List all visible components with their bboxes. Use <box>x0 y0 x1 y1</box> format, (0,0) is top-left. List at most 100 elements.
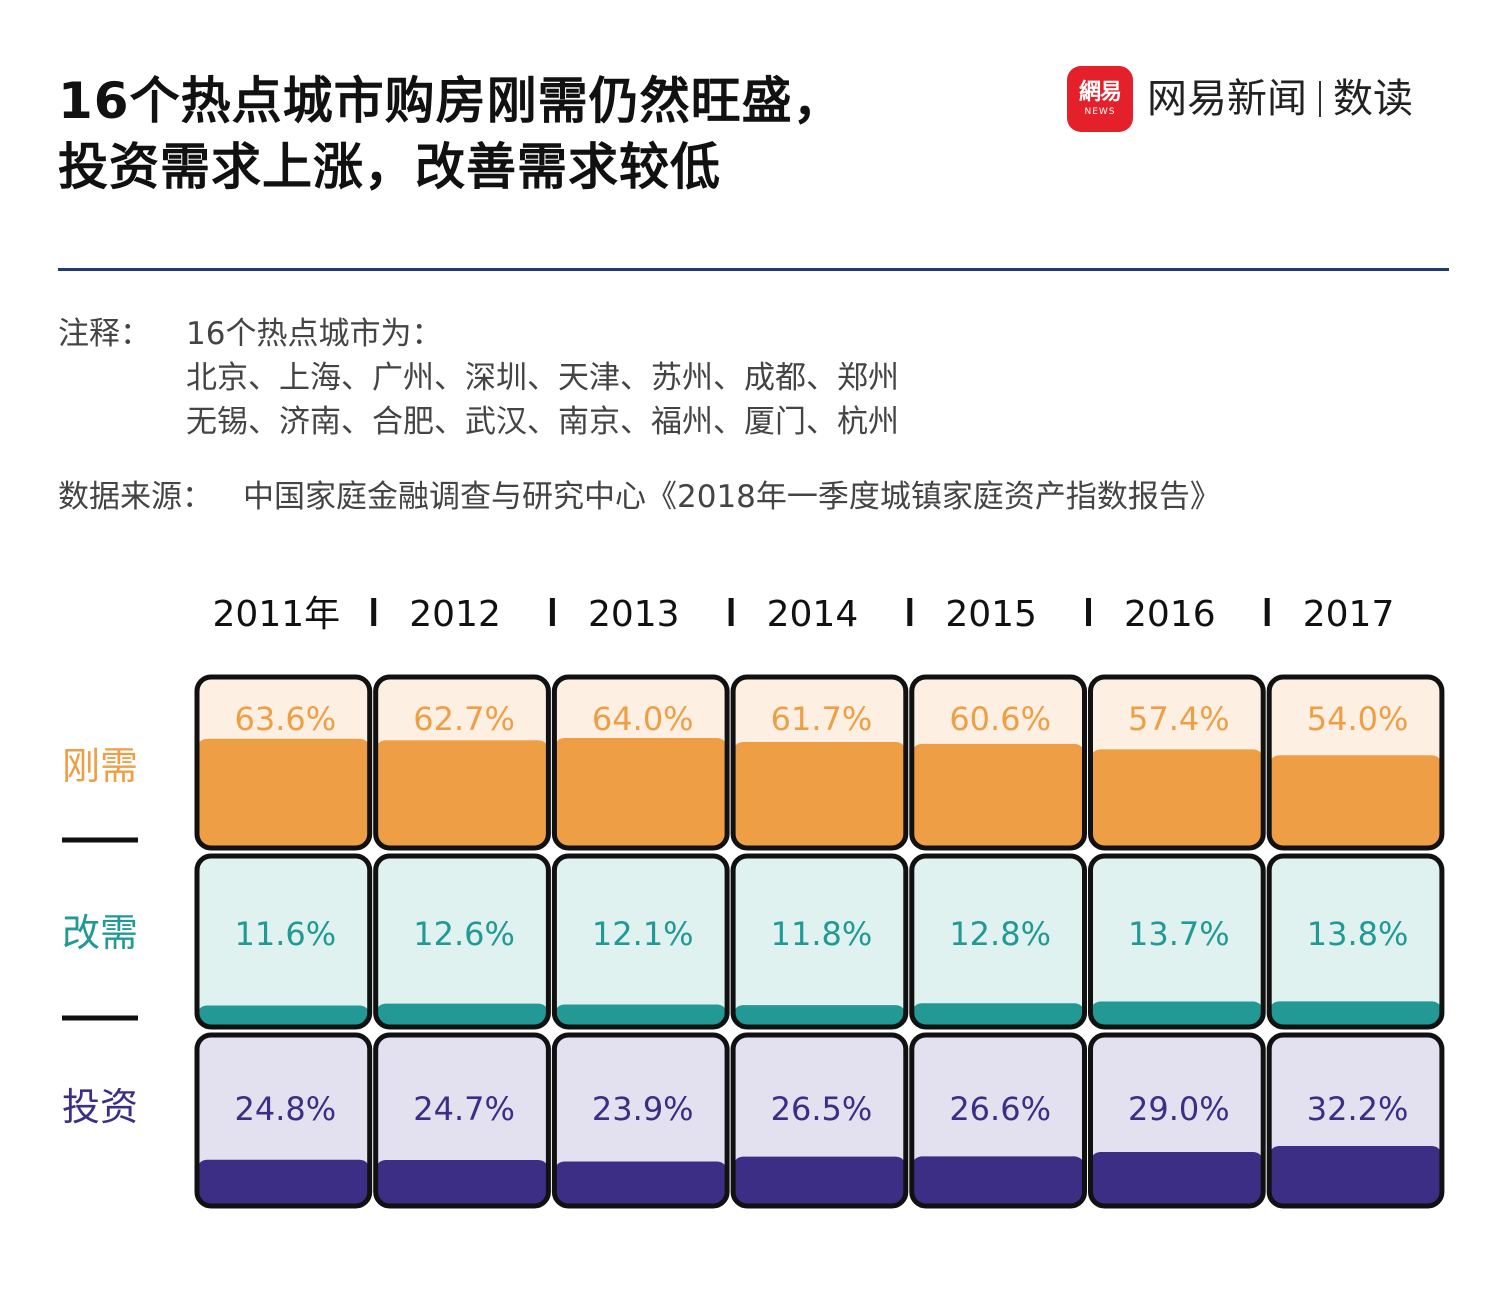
cell-background <box>197 856 370 1027</box>
cell-background <box>375 856 549 1027</box>
cell-border <box>194 853 373 1030</box>
data-bar <box>1269 755 1442 848</box>
cell-background <box>1090 856 1264 1027</box>
value-label: 32.2% <box>1307 1090 1409 1128</box>
value-label: 26.5% <box>771 1090 873 1128</box>
data-bar <box>1269 1001 1442 1027</box>
notes-line-2: 北京、上海、广州、深圳、天津、苏州、成都、郑州 <box>186 360 899 396</box>
cell-border <box>909 674 1087 851</box>
data-bar <box>1090 749 1264 848</box>
data-bar <box>1269 1146 1442 1206</box>
data-bar <box>375 1159 549 1206</box>
cell-border <box>373 674 551 851</box>
value-label: 24.8% <box>235 1090 337 1128</box>
cell-border <box>1088 674 1266 851</box>
year-label: 2014 <box>767 594 859 635</box>
data-bar <box>554 738 728 848</box>
header-divider <box>58 268 1449 271</box>
logo-brand-name: 网易新闻 <box>1147 76 1307 122</box>
year-label: 2012 <box>409 594 501 635</box>
value-label: 23.9% <box>592 1090 694 1128</box>
data-bar <box>733 1005 906 1027</box>
cell-border <box>1266 853 1445 1030</box>
value-label: 63.6% <box>235 700 337 738</box>
data-bar <box>911 1156 1085 1206</box>
cell-border <box>730 674 909 851</box>
cell-border <box>373 1032 551 1209</box>
cell-border <box>909 1032 1087 1209</box>
cell-border <box>1266 674 1445 851</box>
data-bar <box>197 1159 370 1206</box>
value-label: 12.6% <box>413 915 515 953</box>
page-title: 16个热点城市购房刚需仍然旺盛， 投资需求上涨，改善需求较低 <box>58 68 1058 200</box>
value-label: 11.6% <box>235 915 337 953</box>
year-label: 2015 <box>945 594 1037 635</box>
value-label: 64.0% <box>592 700 694 738</box>
notes-label: 注释： <box>58 316 151 352</box>
data-bar <box>911 1003 1085 1027</box>
cell-border <box>551 853 730 1030</box>
value-label: 29.0% <box>1128 1090 1230 1128</box>
cell-border <box>909 853 1087 1030</box>
row-label: 投资 <box>62 1085 138 1129</box>
value-label: 13.7% <box>1128 915 1230 953</box>
notes-line-1: 16个热点城市为： <box>186 316 443 352</box>
value-label: 12.8% <box>949 915 1051 953</box>
cell-border <box>551 674 730 851</box>
data-bar <box>375 740 549 848</box>
data-source: 数据来源： 中国家庭金融调查与研究中心《2018年一季度城镇家庭资产指数报告》 <box>58 475 1221 519</box>
value-label: 54.0% <box>1307 700 1409 738</box>
cell-border <box>730 1032 909 1209</box>
year-label: 2016 <box>1124 594 1216 635</box>
data-bar <box>1090 1001 1264 1027</box>
value-label: 26.6% <box>949 1090 1051 1128</box>
cell-border <box>1266 1032 1445 1209</box>
row-label: 改需 <box>62 911 138 955</box>
value-label: 13.8% <box>1307 915 1409 953</box>
cell-border <box>194 674 373 851</box>
value-label: 62.7% <box>413 700 515 738</box>
cell-border <box>1088 853 1266 1030</box>
cell-border <box>730 853 909 1030</box>
data-bar <box>733 1156 906 1206</box>
value-label: 24.7% <box>413 1090 515 1128</box>
notes-body: 16个热点城市为： 北京、上海、广州、深圳、天津、苏州、成都、郑州 无锡、济南、… <box>186 312 899 444</box>
value-label: 61.7% <box>771 700 873 738</box>
brand-logo: 網易 NEWS 网易新闻 数读 <box>1067 66 1413 132</box>
logo-badge-text: 網易 <box>1078 80 1122 105</box>
value-label: 60.6% <box>949 700 1051 738</box>
title-line-1: 16个热点城市购房刚需仍然旺盛， <box>58 72 844 130</box>
logo-divider <box>1319 81 1321 117</box>
data-bar <box>733 741 906 848</box>
cell-background <box>554 856 728 1027</box>
cell-background <box>733 856 906 1027</box>
value-label: 57.4% <box>1128 700 1230 738</box>
title-line-2: 投资需求上涨，改善需求较低 <box>58 138 721 196</box>
cell-background <box>911 856 1085 1027</box>
data-bar <box>197 738 370 848</box>
year-label: 2017 <box>1303 594 1395 635</box>
data-bar <box>554 1004 728 1027</box>
value-label: 12.1% <box>592 915 694 953</box>
data-bar <box>911 743 1085 848</box>
cell-border <box>1088 1032 1266 1209</box>
data-bar <box>554 1161 728 1206</box>
source-label: 数据来源： <box>58 479 213 515</box>
data-bar <box>1090 1151 1264 1206</box>
notes-line-3: 无锡、济南、合肥、武汉、南京、福州、厦门、杭州 <box>186 404 899 440</box>
logo-column-name: 数读 <box>1333 76 1413 122</box>
data-bar <box>375 1003 549 1027</box>
year-label: 2011年 <box>213 594 341 635</box>
year-label: 2013 <box>588 594 680 635</box>
netease-news-icon: 網易 NEWS <box>1067 66 1133 132</box>
logo-badge-subtext: NEWS <box>1084 107 1116 117</box>
row-label: 刚需 <box>62 744 138 788</box>
data-bar <box>197 1005 370 1027</box>
cell-border <box>373 853 551 1030</box>
source-text: 中国家庭金融调查与研究中心《2018年一季度城镇家庭资产指数报告》 <box>243 479 1221 515</box>
value-label: 11.8% <box>771 915 873 953</box>
cell-border <box>194 1032 373 1209</box>
cell-border <box>551 1032 730 1209</box>
cell-background <box>1269 856 1442 1027</box>
